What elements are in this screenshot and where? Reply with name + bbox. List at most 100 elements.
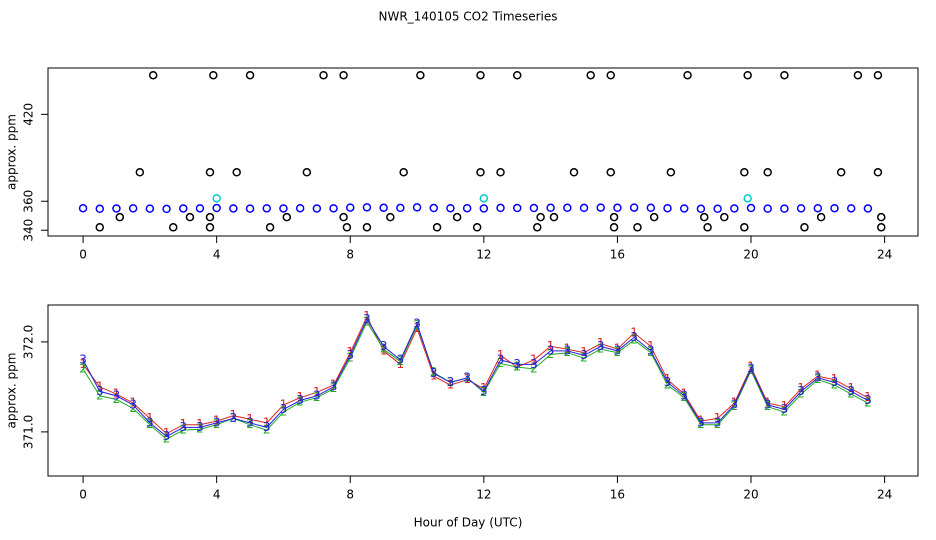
y-axis-label: approx. ppm bbox=[5, 114, 19, 190]
point-marker: 1 bbox=[430, 369, 438, 383]
point-marker: 1 bbox=[664, 372, 672, 386]
point-marker: 3 bbox=[513, 357, 521, 371]
point bbox=[746, 203, 756, 213]
point-marker: 1 bbox=[96, 379, 104, 393]
point-marker: 3 bbox=[831, 375, 839, 389]
point-marker: 2 bbox=[730, 399, 738, 413]
point-marker: 2 bbox=[630, 333, 638, 347]
point bbox=[95, 223, 105, 232]
point-marker: 1 bbox=[179, 417, 187, 431]
point-marker: 3 bbox=[196, 420, 204, 434]
point bbox=[339, 70, 348, 80]
point-marker: 3 bbox=[463, 370, 471, 384]
point-marker: 1 bbox=[129, 396, 137, 410]
point-marker: 1 bbox=[764, 396, 772, 410]
point-marker: 2 bbox=[346, 351, 354, 365]
point-marker: 1 bbox=[330, 378, 338, 392]
point-marker: 3 bbox=[480, 384, 488, 398]
point bbox=[319, 70, 328, 80]
point-marker: 1 bbox=[647, 339, 655, 353]
point bbox=[853, 70, 863, 80]
point bbox=[800, 223, 809, 232]
point-marker: 1 bbox=[680, 387, 688, 401]
point-marker: 1 bbox=[747, 360, 755, 374]
chart-title: NWR_140105 CO2 Timeseries bbox=[379, 10, 558, 24]
point bbox=[663, 203, 672, 213]
point bbox=[512, 70, 522, 80]
point bbox=[429, 203, 438, 213]
x-tick-label: 16 bbox=[610, 488, 625, 502]
point-marker: 3 bbox=[814, 370, 822, 384]
point-marker: 3 bbox=[530, 357, 538, 371]
point bbox=[796, 204, 806, 213]
point-marker: 1 bbox=[480, 381, 488, 395]
x-tick-label: 0 bbox=[79, 488, 87, 502]
point-marker: 3 bbox=[447, 375, 455, 389]
point bbox=[78, 203, 88, 213]
point-marker: 2 bbox=[213, 417, 221, 431]
point-marker: 3 bbox=[497, 352, 505, 366]
point-marker: 2 bbox=[263, 423, 271, 437]
point bbox=[830, 203, 839, 213]
point-marker: 2 bbox=[146, 417, 154, 431]
point bbox=[312, 204, 322, 213]
point bbox=[362, 203, 372, 212]
point bbox=[115, 212, 125, 222]
point bbox=[703, 223, 712, 232]
point-marker: 2 bbox=[831, 378, 839, 392]
point bbox=[232, 168, 241, 177]
point-marker: 1 bbox=[296, 390, 304, 404]
point-marker: 2 bbox=[380, 342, 388, 356]
point-marker: 1 bbox=[196, 417, 204, 431]
point-marker: 2 bbox=[96, 388, 104, 402]
point bbox=[683, 70, 692, 80]
point-marker: 1 bbox=[246, 412, 254, 426]
point bbox=[700, 212, 709, 222]
point-marker: 2 bbox=[597, 342, 605, 356]
point bbox=[743, 70, 752, 80]
point-marker: 3 bbox=[230, 411, 238, 425]
point-marker: 3 bbox=[647, 343, 655, 357]
point bbox=[452, 212, 462, 222]
x-tick-label: 20 bbox=[743, 248, 758, 262]
point-marker: 3 bbox=[96, 384, 104, 398]
point bbox=[713, 204, 722, 214]
y-tick-label: 420 bbox=[22, 103, 36, 126]
point bbox=[496, 203, 505, 213]
x-tick-label: 4 bbox=[213, 488, 221, 502]
point-marker: 3 bbox=[296, 393, 304, 407]
point bbox=[128, 204, 138, 213]
point-marker: 3 bbox=[714, 415, 722, 429]
point-marker: 3 bbox=[547, 343, 555, 357]
point bbox=[533, 223, 542, 232]
point-marker: 1 bbox=[597, 336, 605, 350]
y-tick-label: 372.0 bbox=[22, 325, 36, 359]
point-marker: 3 bbox=[313, 388, 321, 402]
x-tick-label: 4 bbox=[213, 248, 221, 262]
point-marker: 1 bbox=[730, 396, 738, 410]
point-marker: 2 bbox=[497, 356, 505, 370]
point bbox=[342, 223, 352, 232]
point-marker: 2 bbox=[781, 405, 789, 419]
point-marker: 1 bbox=[313, 385, 321, 399]
point-marker: 3 bbox=[363, 312, 371, 326]
point-marker: 3 bbox=[614, 343, 622, 357]
point-marker: 3 bbox=[697, 415, 705, 429]
point-marker: 1 bbox=[346, 345, 354, 359]
point-marker: 2 bbox=[296, 395, 304, 409]
point-marker: 3 bbox=[747, 361, 755, 375]
point-marker: 3 bbox=[730, 397, 738, 411]
point-marker: 2 bbox=[246, 417, 254, 431]
point-marker: 3 bbox=[397, 352, 405, 366]
point bbox=[476, 70, 485, 80]
point bbox=[563, 203, 572, 213]
point bbox=[399, 168, 408, 177]
point-marker: 3 bbox=[430, 366, 438, 380]
point bbox=[379, 203, 388, 213]
series-line bbox=[82, 318, 869, 437]
point-marker: 1 bbox=[564, 342, 572, 356]
point-marker: 3 bbox=[564, 343, 572, 357]
plot-frame bbox=[47, 67, 919, 237]
point-marker: 1 bbox=[447, 378, 455, 392]
point bbox=[873, 168, 883, 177]
